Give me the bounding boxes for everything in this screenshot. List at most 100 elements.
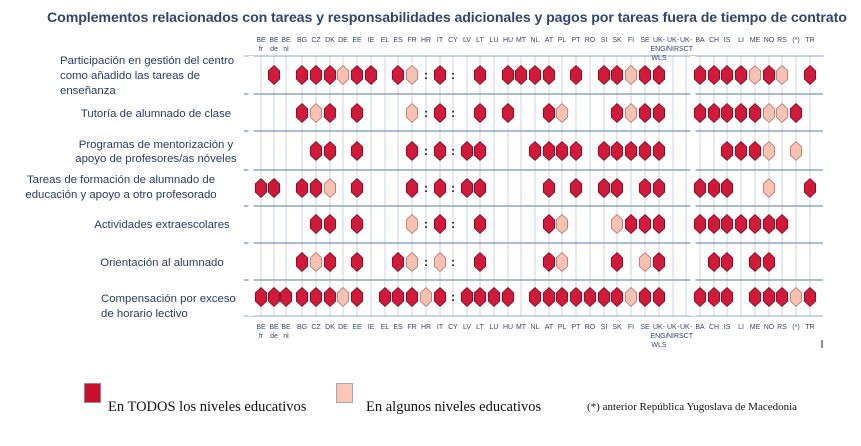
marker-be-de-row1-all xyxy=(267,64,281,86)
marker-is-row2-all xyxy=(720,102,734,124)
marker-li-row3-all xyxy=(734,140,748,162)
marker-li-row1-all xyxy=(734,64,748,86)
marker-fi-row5-all xyxy=(624,213,638,235)
marker-dk-row7-all xyxy=(323,286,337,308)
col-label-bottom-se: SE xyxy=(640,324,650,331)
marker-at-row1-all xyxy=(542,64,556,86)
marker-fr-row4-all xyxy=(405,177,419,199)
col-label-top-cz: CZ xyxy=(311,37,321,44)
marker-ee-row3-all xyxy=(350,140,364,162)
col-label-bottom-uk-nir-line1: UK- xyxy=(667,324,680,331)
marker--row7-some xyxy=(789,286,803,308)
marker-tr-row1-all xyxy=(803,64,817,86)
marker-no-row7-all xyxy=(762,286,776,308)
col-label-top-dk: DK xyxy=(325,37,335,44)
col-label-bottom-lv: LV xyxy=(463,324,471,331)
col-label-top-rs: RS xyxy=(777,37,787,44)
col-label-bottom-: (*) xyxy=(792,324,799,331)
marker-tr-row7-all xyxy=(803,286,817,308)
marker-bg-row2-all xyxy=(295,102,309,124)
marker-sk-row4-all xyxy=(610,177,624,199)
col-label-bottom-rs: RS xyxy=(777,324,787,331)
col-label-top-uk-eng-wls-line2: ENG/ xyxy=(650,46,667,53)
marker-cz-row2-some xyxy=(309,102,323,124)
marker-ch-row1-all xyxy=(707,64,721,86)
marker-cz-row7-all xyxy=(309,286,323,308)
no-data-mark: : xyxy=(451,217,455,231)
marker-uk-eng-wls-row7-all xyxy=(652,286,666,308)
marker-uk-eng-wls-row5-all xyxy=(652,213,666,235)
marker-pt-row4-all xyxy=(569,177,583,199)
col-label-top-es: ES xyxy=(393,37,403,44)
marker-uk-eng-wls-row1-all xyxy=(652,64,666,86)
marker-rs-row7-all xyxy=(775,286,789,308)
marker-ee-row7-all xyxy=(350,286,364,308)
marker-uk-eng-wls-row2-all xyxy=(652,102,666,124)
marker-se-row2-all xyxy=(638,102,652,124)
marker-ie-row1-all xyxy=(364,64,378,86)
marker-fr-row3-all xyxy=(405,140,419,162)
marker-nl-row1-all xyxy=(528,64,542,86)
marker-me-row5-all xyxy=(748,213,762,235)
col-label-bottom-ro: RO xyxy=(585,324,596,331)
marker-ba-row2-all xyxy=(693,102,707,124)
marker-dk-row3-all xyxy=(323,140,337,162)
col-label-bottom-de: DE xyxy=(338,324,348,331)
legend-label-some: En algunos niveles educativos xyxy=(366,399,542,415)
marker-be-de-row4-all xyxy=(267,177,281,199)
row-label-7-line1: Compensación por exceso xyxy=(101,293,236,305)
col-label-top-is: IS xyxy=(724,37,731,44)
col-label-bottom-be-de-line1: BE xyxy=(269,324,279,331)
marker-at-row6-all xyxy=(542,251,556,273)
row-label-5: Actividades extraescolares xyxy=(94,219,230,231)
marker-rs-row1-some xyxy=(775,64,789,86)
no-data-mark: : xyxy=(451,144,455,158)
marker-no-row3-some xyxy=(762,140,776,162)
col-label-top-hu: HU xyxy=(503,37,513,44)
marker-fr-row1-some xyxy=(405,64,419,86)
marker-bg-row7-all xyxy=(295,286,309,308)
col-label-bottom-fr: FR xyxy=(407,324,416,331)
col-label-top-pl: PL xyxy=(558,37,567,44)
marker-ba-row1-all xyxy=(693,64,707,86)
marker-lt-row1-all xyxy=(473,64,487,86)
col-label-top-cy: CY xyxy=(448,37,458,44)
marker-me-row7-all xyxy=(748,286,762,308)
marker-uk-eng-wls-row6-all xyxy=(652,251,666,273)
marker-bg-row1-all xyxy=(295,64,309,86)
col-label-bottom-uk-eng-wls-line2: ENG/ xyxy=(650,333,667,340)
col-label-bottom-ch: CH xyxy=(709,324,719,331)
marker-rs-row5-all xyxy=(775,213,789,235)
marker-cz-row5-all xyxy=(309,213,323,235)
marker-rs-row2-some xyxy=(775,102,789,124)
col-label-bottom-no: NO xyxy=(764,324,775,331)
col-label-top-uk-eng-wls-line1: UK- xyxy=(653,37,666,44)
marker-se-row1-all xyxy=(638,64,652,86)
marker-be-fr-row4-all xyxy=(254,177,268,199)
col-label-top-fr: FR xyxy=(407,37,416,44)
col-label-bottom-mt: MT xyxy=(516,324,527,331)
col-label-bottom-fi: FI xyxy=(628,324,634,331)
no-data-mark: : xyxy=(451,255,455,269)
marker-no-row5-all xyxy=(762,213,776,235)
col-label-bottom-uk-eng-wls-line3: WLS xyxy=(651,342,667,349)
marker-pt-row7-all xyxy=(569,286,583,308)
marker-is-row7-all xyxy=(720,286,734,308)
marker-sk-row5-some xyxy=(610,213,624,235)
marker-si-row1-all xyxy=(597,64,611,86)
marker-pl-row2-some xyxy=(555,102,569,124)
legend-label-all: En TODOS los niveles educativos xyxy=(108,399,307,415)
marker-lt-row7-all xyxy=(473,286,487,308)
marker-se-row7-all xyxy=(638,286,652,308)
marker-is-row6-all xyxy=(720,251,734,273)
marker-si-row4-all xyxy=(597,177,611,199)
marker-fr-row6-some xyxy=(405,251,419,273)
col-label-top-at: AT xyxy=(545,37,554,44)
marker-is-row4-all xyxy=(720,177,734,199)
marker-ch-row4-all xyxy=(707,177,721,199)
marker-ee-row1-all xyxy=(350,64,364,86)
no-data-mark: : xyxy=(424,181,428,195)
col-label-top-uk-eng-wls-line3: WLS xyxy=(651,55,667,62)
row-label-1-line2: como añadido las tareas de xyxy=(60,70,200,82)
